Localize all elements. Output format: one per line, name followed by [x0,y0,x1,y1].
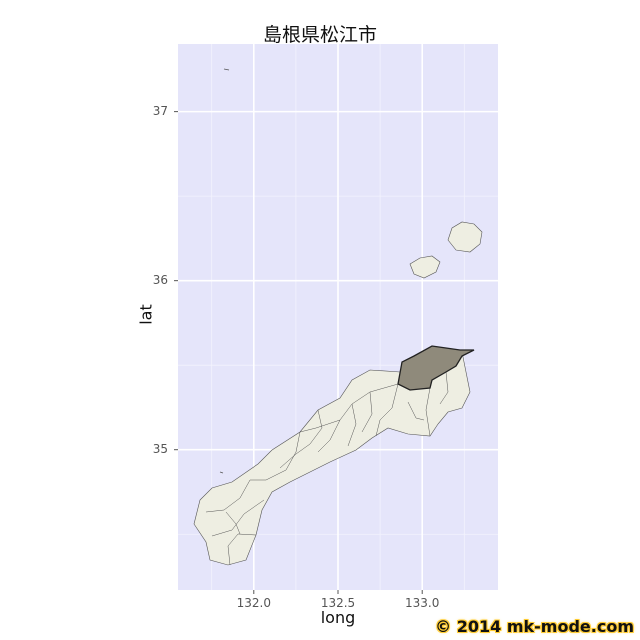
municipality-border [225,511,241,535]
y-tick-label: 36 [152,272,168,287]
municipality-border [317,383,399,453]
municipality-border [361,391,373,433]
dogo-island [447,221,483,253]
municipality-border [439,371,449,405]
dozen-islands [409,255,441,279]
axis-ticks [174,111,423,594]
small-islet [219,471,224,474]
x-tick-label: 132.0 [236,596,271,610]
municipality-border [407,401,425,421]
highlighted-region-matsue [397,345,475,391]
x-tick-label: 133.0 [405,596,440,610]
municipality-border [205,479,251,513]
x-axis-label: long [320,608,356,627]
y-axis-label: lat [136,304,156,325]
municipality-border [375,383,399,437]
takeshima-islet [223,68,230,71]
mainland-region [193,349,471,566]
municipality-border [425,387,431,437]
municipality-border [250,431,301,481]
y-tick-label: 37 [152,103,168,118]
copyright-credit: © 2014 mk-mode.com [435,617,634,636]
municipality-border [279,409,323,469]
map-title: 島根県松江市 [262,24,377,46]
municipality-border [227,533,257,566]
municipality-border [299,419,341,433]
map-regions [193,68,483,566]
municipality-border [211,499,265,537]
y-tick-label: 35 [152,441,168,456]
x-tick-label: 132.5 [320,596,356,610]
municipality-border [347,403,357,447]
